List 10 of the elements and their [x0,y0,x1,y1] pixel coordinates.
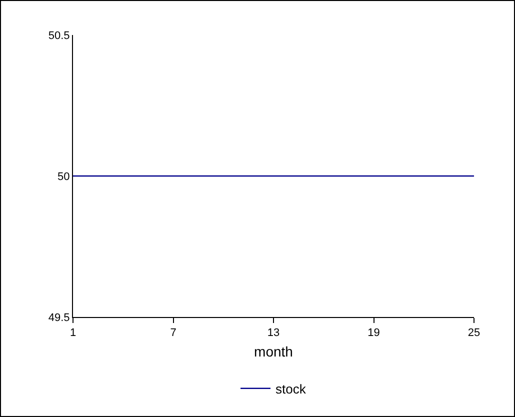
x-tick-label: 13 [267,327,280,340]
y-tick-label: 49.5 [48,312,70,324]
y-tick-label: 50 [58,170,70,183]
x-tick-label: 7 [170,327,176,340]
x-tick-label: 25 [468,327,480,340]
x-axis-title: month [254,344,293,360]
y-tick-label: 50.5 [48,30,70,42]
legend-label: stock [276,381,306,396]
x-tick-label: 1 [70,327,76,340]
x-tick-label: 19 [368,327,380,340]
